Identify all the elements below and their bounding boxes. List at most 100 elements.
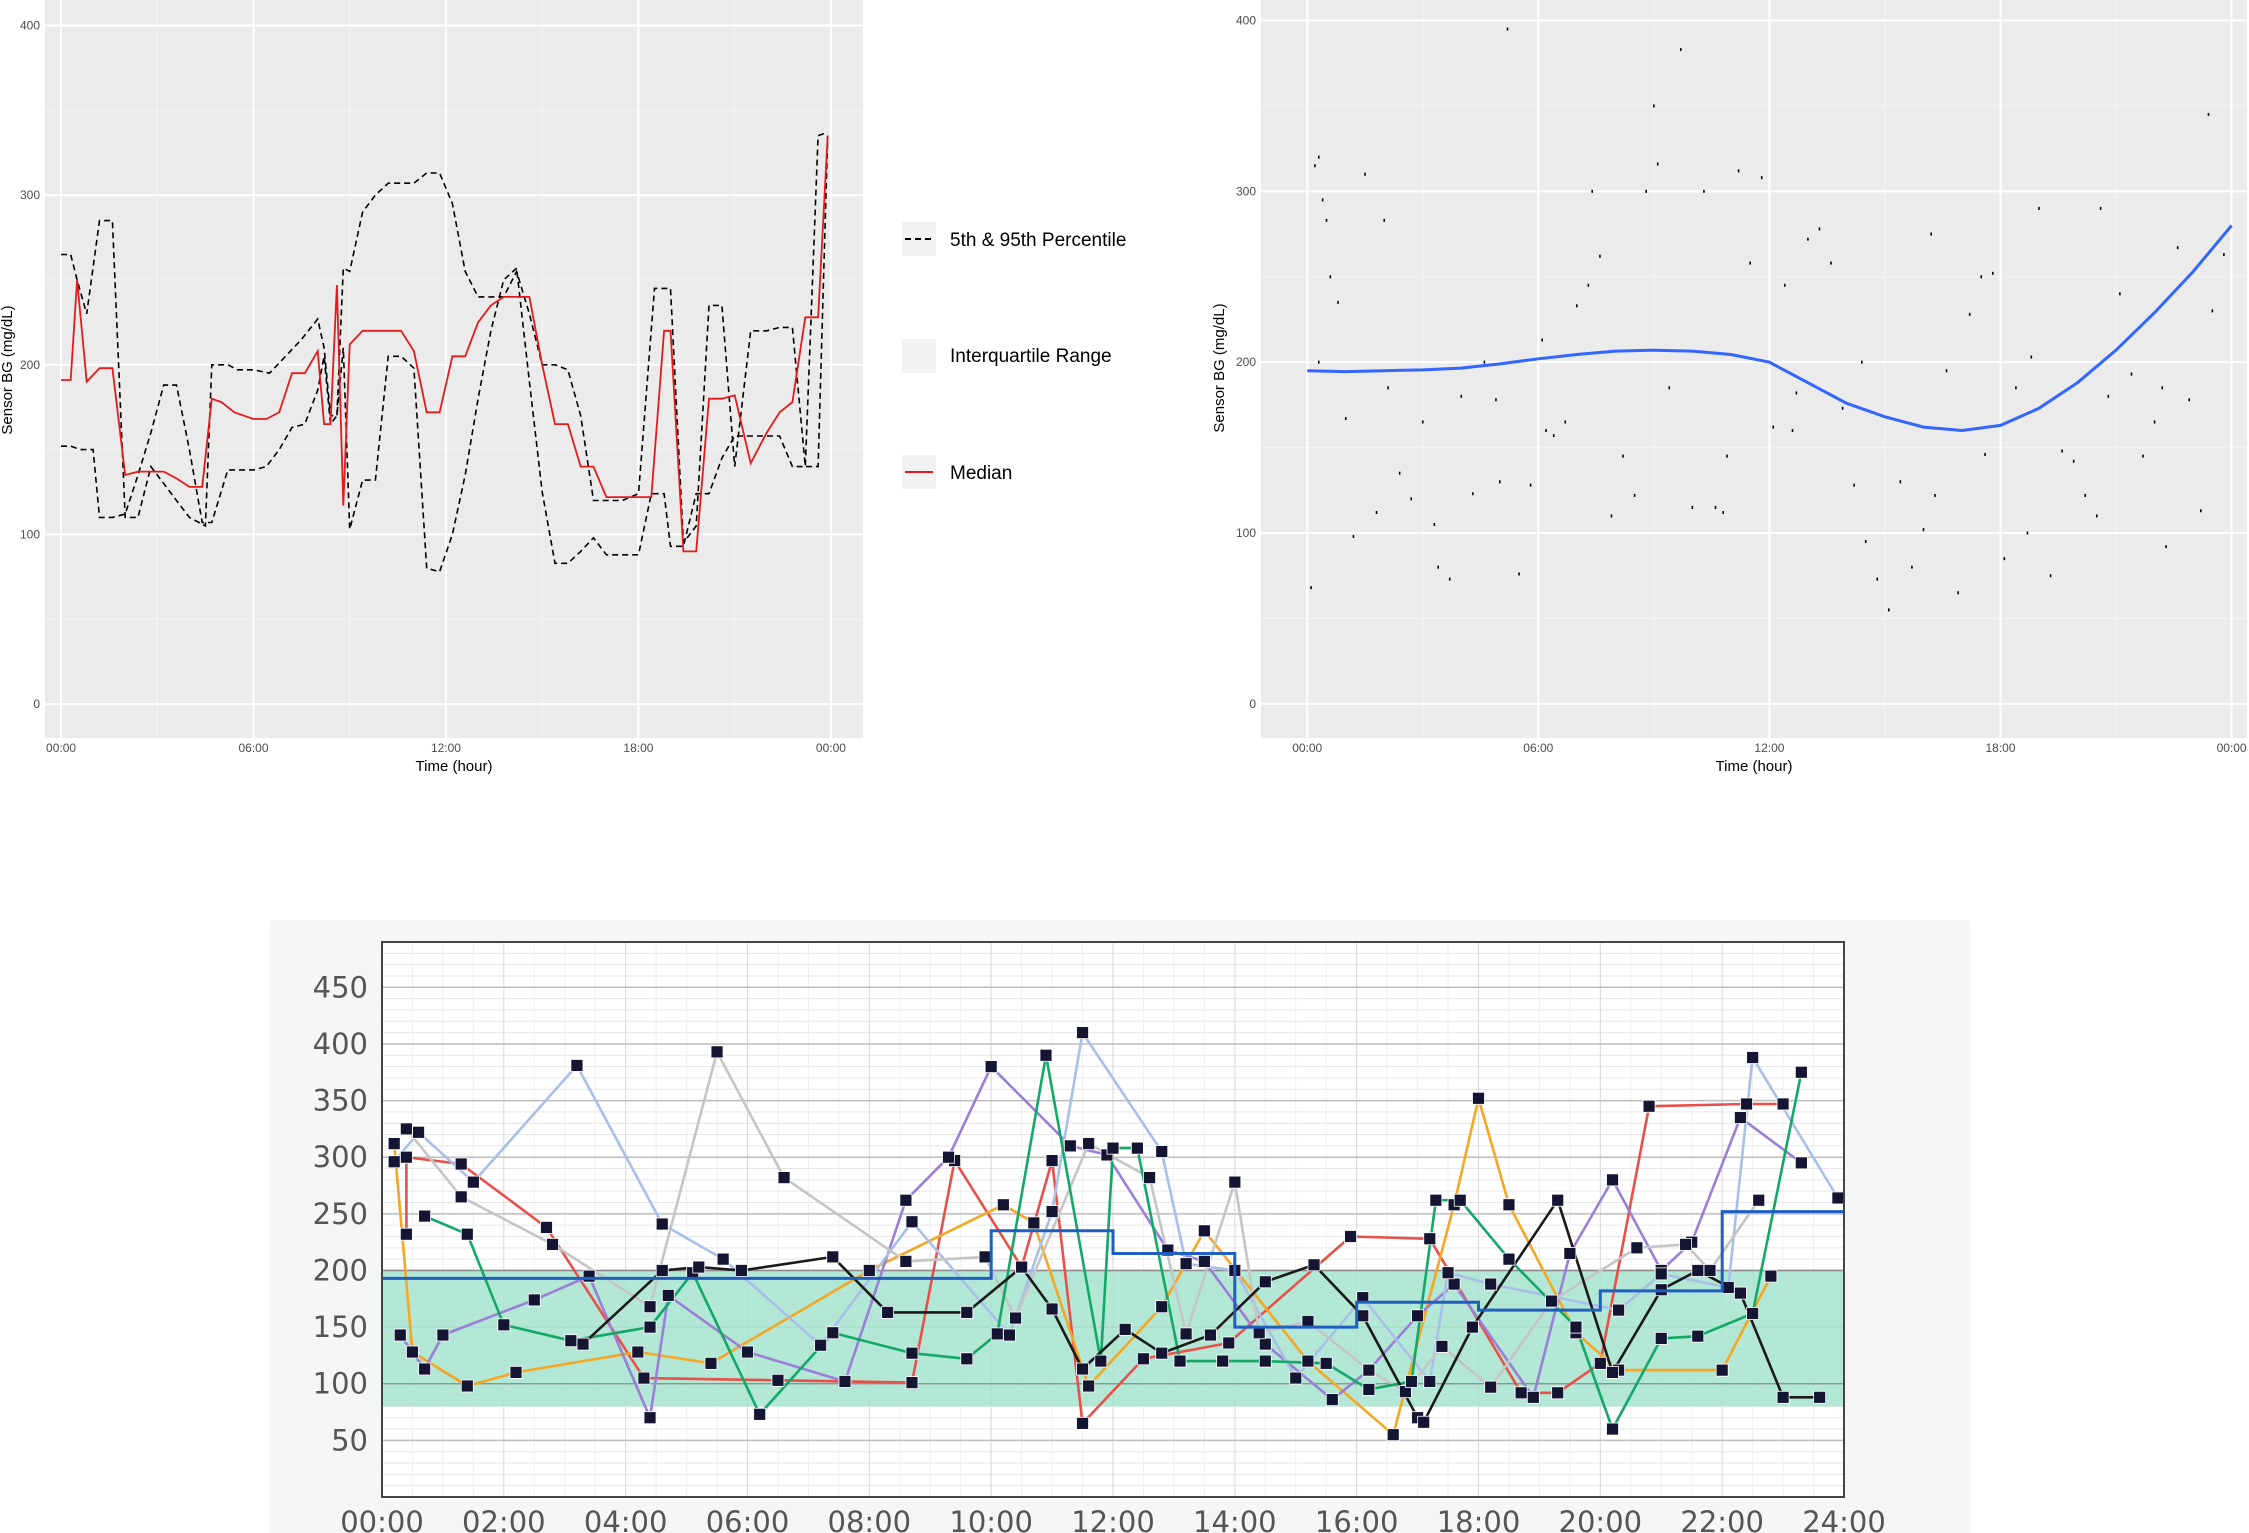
reading-marker [1551,1193,1565,1207]
reading-marker [1106,1141,1120,1155]
reading-marker [814,1338,827,1352]
reading-marker [1386,1428,1400,1442]
grid-lines [45,0,863,738]
reading-marker [1734,1286,1747,1300]
data-point [1375,511,1378,514]
median-line [61,135,829,553]
reading-marker [1003,1328,1016,1342]
reading-marker [1362,1363,1376,1377]
x-tick-label: 08:00 [828,1505,912,1533]
data-point [1668,386,1671,390]
x-tick-label: 16:00 [1315,1505,1399,1533]
reading-marker [996,1198,1010,1212]
data-point [1749,261,1751,265]
reading-marker [460,1379,474,1393]
data-point [1317,360,1320,364]
reading-marker [399,1122,413,1136]
reading-marker [1411,1309,1424,1323]
x-tick-label: 20:00 [1559,1505,1643,1533]
data-point [2176,246,2179,250]
data-point [1587,283,1590,287]
reading-marker [899,1193,913,1207]
reading-marker [454,1157,468,1171]
reading-marker [399,1150,413,1164]
data-point [1495,398,1497,402]
reading-marker [1197,1224,1211,1238]
reading-marker [716,1252,730,1266]
data-point [2015,386,2017,390]
reading-marker [1362,1382,1376,1396]
data-point [1830,261,1832,265]
reading-marker [1173,1354,1187,1368]
reading-marker [387,1137,401,1151]
reading-marker [1216,1354,1230,1368]
data-point [2142,454,2144,458]
data-point [2153,420,2156,424]
legend: 5th & 95th Percentile Interquartile Rang… [902,222,1126,489]
y-tick-label: 350 [313,1084,368,1118]
reading-marker [881,1305,895,1319]
reading-marker [1155,1145,1169,1158]
y-tick-label: 100 [313,1367,368,1401]
reading-marker [741,1345,754,1359]
reading-marker [1143,1171,1156,1184]
reading-marker [1703,1264,1717,1277]
data-point [1680,48,1682,52]
data-point [1645,189,1647,193]
reading-marker [1794,1065,1808,1079]
reading-marker [460,1227,474,1241]
x-tick-label: 18:00 [1437,1505,1521,1533]
reading-marker [655,1264,669,1277]
reading-marker [1015,1260,1029,1274]
x-tick-label: 10:00 [949,1505,1033,1533]
reading-marker [509,1366,523,1379]
reading-marker [1441,1266,1455,1280]
data-point [2199,509,2202,513]
reading-marker [1435,1339,1449,1353]
hourly-average-step [382,1210,1844,1329]
x-tick-label: 04:00 [584,1505,668,1533]
reading-marker [576,1337,590,1351]
reading-marker [1027,1216,1041,1230]
reading-marker [1526,1390,1540,1404]
data-point [1691,505,1694,509]
data-point [1460,394,1463,398]
data-point [1737,169,1740,173]
data-point [1317,155,1320,159]
reading-marker [692,1260,706,1274]
data-point [1807,237,1809,241]
reading-marker [771,1373,785,1387]
data-point [2188,398,2191,402]
reading-marker [387,1155,401,1169]
reading-marker [1453,1193,1467,1207]
average-step-line [382,1210,1844,1329]
data-lines [61,131,829,573]
reading-marker [1514,1386,1528,1400]
reading-marker [1258,1354,1272,1368]
day-line-3 [393,1031,1840,1383]
reading-marker [631,1345,645,1359]
data-point [1968,312,1971,316]
reading-marker [838,1375,852,1388]
data-point [1472,492,1474,496]
data-point [2223,253,2225,257]
reading-marker [1606,1422,1619,1436]
data-point [2165,545,2167,549]
x-tick-label: 22:00 [1680,1505,1764,1533]
reading-marker [1289,1371,1303,1385]
reading-marker [862,1264,876,1277]
data-point [2099,206,2102,210]
reading-marker [1423,1232,1437,1246]
reading-marker [497,1318,511,1332]
reading-marker [393,1328,407,1342]
reading-marker [643,1300,657,1314]
data-point [1760,176,1763,180]
data-point [1387,386,1389,390]
x-tick-label: 18:00 [1985,741,2015,755]
data-points [1310,27,2225,612]
smooth-scatter-chart: 0 100 200 300 400 00:00 06:00 12:00 18:00 00:00 T… [1211,0,2247,775]
data-point [1876,577,1879,581]
x-tick-label: 06:00 [706,1505,790,1533]
reading-marker [1325,1393,1339,1406]
reading-marker [1076,1362,1089,1376]
